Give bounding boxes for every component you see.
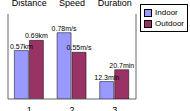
svg-text:0.55m/s: 0.55m/s <box>67 44 92 51</box>
svg-text:Duration: Duration <box>98 0 132 8</box>
svg-text:2: 2 <box>69 105 74 111</box>
svg-text:3: 3 <box>112 105 117 111</box>
html-text:Outdoor: Outdoor <box>155 19 184 28</box>
svg-text:1: 1 <box>27 105 32 111</box>
svg-text:0.78m/s: 0.78m/s <box>52 25 77 32</box>
svg-text:Speed: Speed <box>59 0 85 8</box>
svg-text:0.69km: 0.69km <box>25 32 48 39</box>
svg-text:20.7min: 20.7min <box>109 62 134 69</box>
svg-text:12.3min: 12.3min <box>94 74 119 81</box>
svg-text:0.57km: 0.57km <box>10 43 33 50</box>
html-text:Indoor: Indoor <box>155 8 178 17</box>
svg-text:Distance: Distance <box>12 0 47 8</box>
